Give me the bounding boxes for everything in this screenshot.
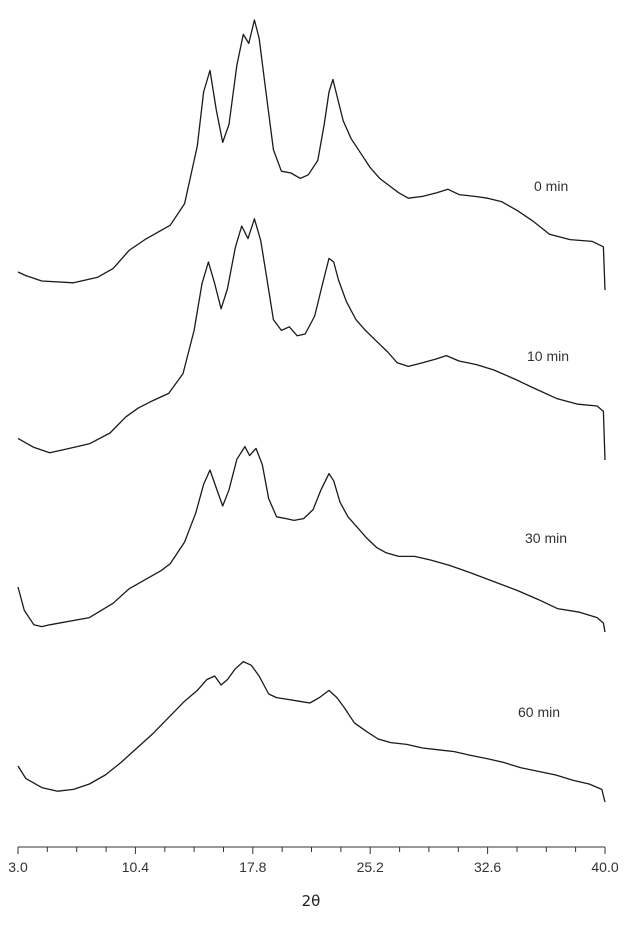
x-tick-label: 10.4 [122, 859, 149, 875]
series-trace-1 [17, 19, 606, 291]
x-tick-label: 40.0 [591, 859, 618, 875]
x-axis: 3.0 10.4 17.8 25.2 32.6 40.0 2θ [8, 846, 619, 910]
series-trace-2 [17, 218, 606, 461]
series-label-3: 30 min [525, 530, 567, 546]
x-axis-ticks [17, 847, 606, 854]
x-tick-label: 32.6 [474, 859, 501, 875]
x-axis-tick-labels: 3.0 10.4 17.8 25.2 32.6 40.0 [8, 859, 619, 875]
series-label-2: 10 min [527, 348, 569, 364]
x-axis-title: 2θ [302, 892, 321, 910]
series-trace-4 [17, 660, 606, 803]
x-tick-label: 3.0 [8, 859, 28, 875]
series-traces [17, 19, 606, 803]
x-tick-label: 25.2 [357, 859, 384, 875]
series-trace-3 [17, 445, 606, 633]
series-label-1: 0 min [534, 178, 568, 194]
series-labels: 0 min 10 min 30 min 60 min [518, 178, 569, 720]
series-label-4: 60 min [518, 704, 560, 720]
x-tick-label: 17.8 [239, 859, 266, 875]
